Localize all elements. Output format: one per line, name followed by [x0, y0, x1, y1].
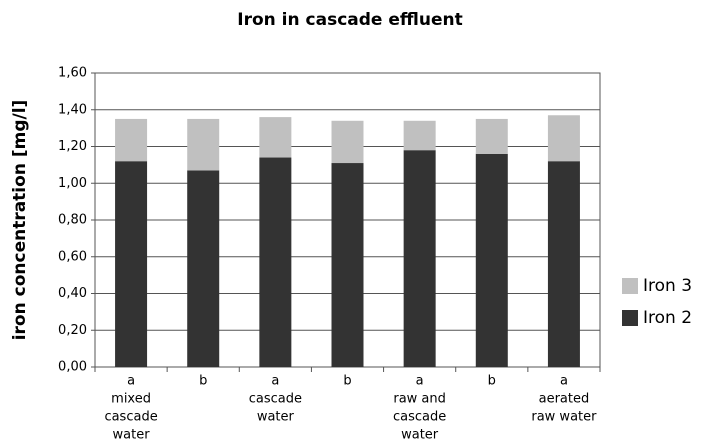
- x-tick-label: aerated: [539, 392, 590, 407]
- chart-title: Iron in cascade effluent: [237, 10, 462, 30]
- x-tick-label: cascade: [104, 410, 157, 425]
- bar-segment: [403, 120, 436, 151]
- bar-segment: [259, 157, 292, 367]
- x-tick-label: b: [199, 374, 207, 389]
- y-tick-label: 0,40: [58, 286, 87, 301]
- bar-segment: [547, 161, 580, 367]
- legend-swatch: [622, 310, 638, 326]
- y-tick-label: 0,00: [58, 360, 87, 375]
- bar-segment: [115, 118, 148, 162]
- x-tick-label: a: [416, 374, 424, 389]
- x-tick-label: cascade: [249, 392, 302, 407]
- x-tick-label: b: [343, 374, 351, 389]
- x-tick-label: b: [488, 374, 496, 389]
- bar-segment: [259, 117, 292, 158]
- x-tick-label: water: [257, 410, 295, 425]
- bar-segment: [187, 170, 220, 367]
- x-tick-label: a: [560, 374, 568, 389]
- bar-segment: [475, 118, 508, 154]
- x-tick-label: mixed: [111, 392, 151, 407]
- y-tick-label: 1,20: [58, 139, 87, 154]
- x-tick-label: water: [113, 428, 151, 439]
- bar-segment: [475, 153, 508, 367]
- bar-segment: [547, 115, 580, 162]
- y-tick-label: 0,80: [58, 213, 87, 228]
- legend-label: Iron 3: [643, 276, 692, 296]
- legend-swatch: [622, 278, 638, 294]
- x-tick-label: raw water: [531, 410, 597, 425]
- x-tick-label: a: [127, 374, 135, 389]
- x-tick-label: a: [271, 374, 279, 389]
- legend-label: Iron 2: [643, 308, 692, 328]
- x-tick-label: raw and: [393, 392, 446, 407]
- y-tick-label: 0,60: [58, 249, 87, 264]
- y-tick-label: 1,60: [58, 66, 87, 81]
- y-axis-label: iron concentration [mg/l]: [10, 100, 30, 341]
- x-tick-label: cascade: [393, 410, 446, 425]
- bar-segment: [187, 118, 220, 171]
- y-tick-label: 1,40: [58, 102, 87, 117]
- bar-segment: [331, 120, 364, 164]
- x-tick-label: water: [401, 428, 439, 439]
- bar-segment: [331, 163, 364, 367]
- y-tick-label: 0,20: [58, 323, 87, 338]
- y-tick-label: 1,00: [58, 176, 87, 191]
- bar-segment: [403, 150, 436, 367]
- bar-segment: [115, 161, 148, 367]
